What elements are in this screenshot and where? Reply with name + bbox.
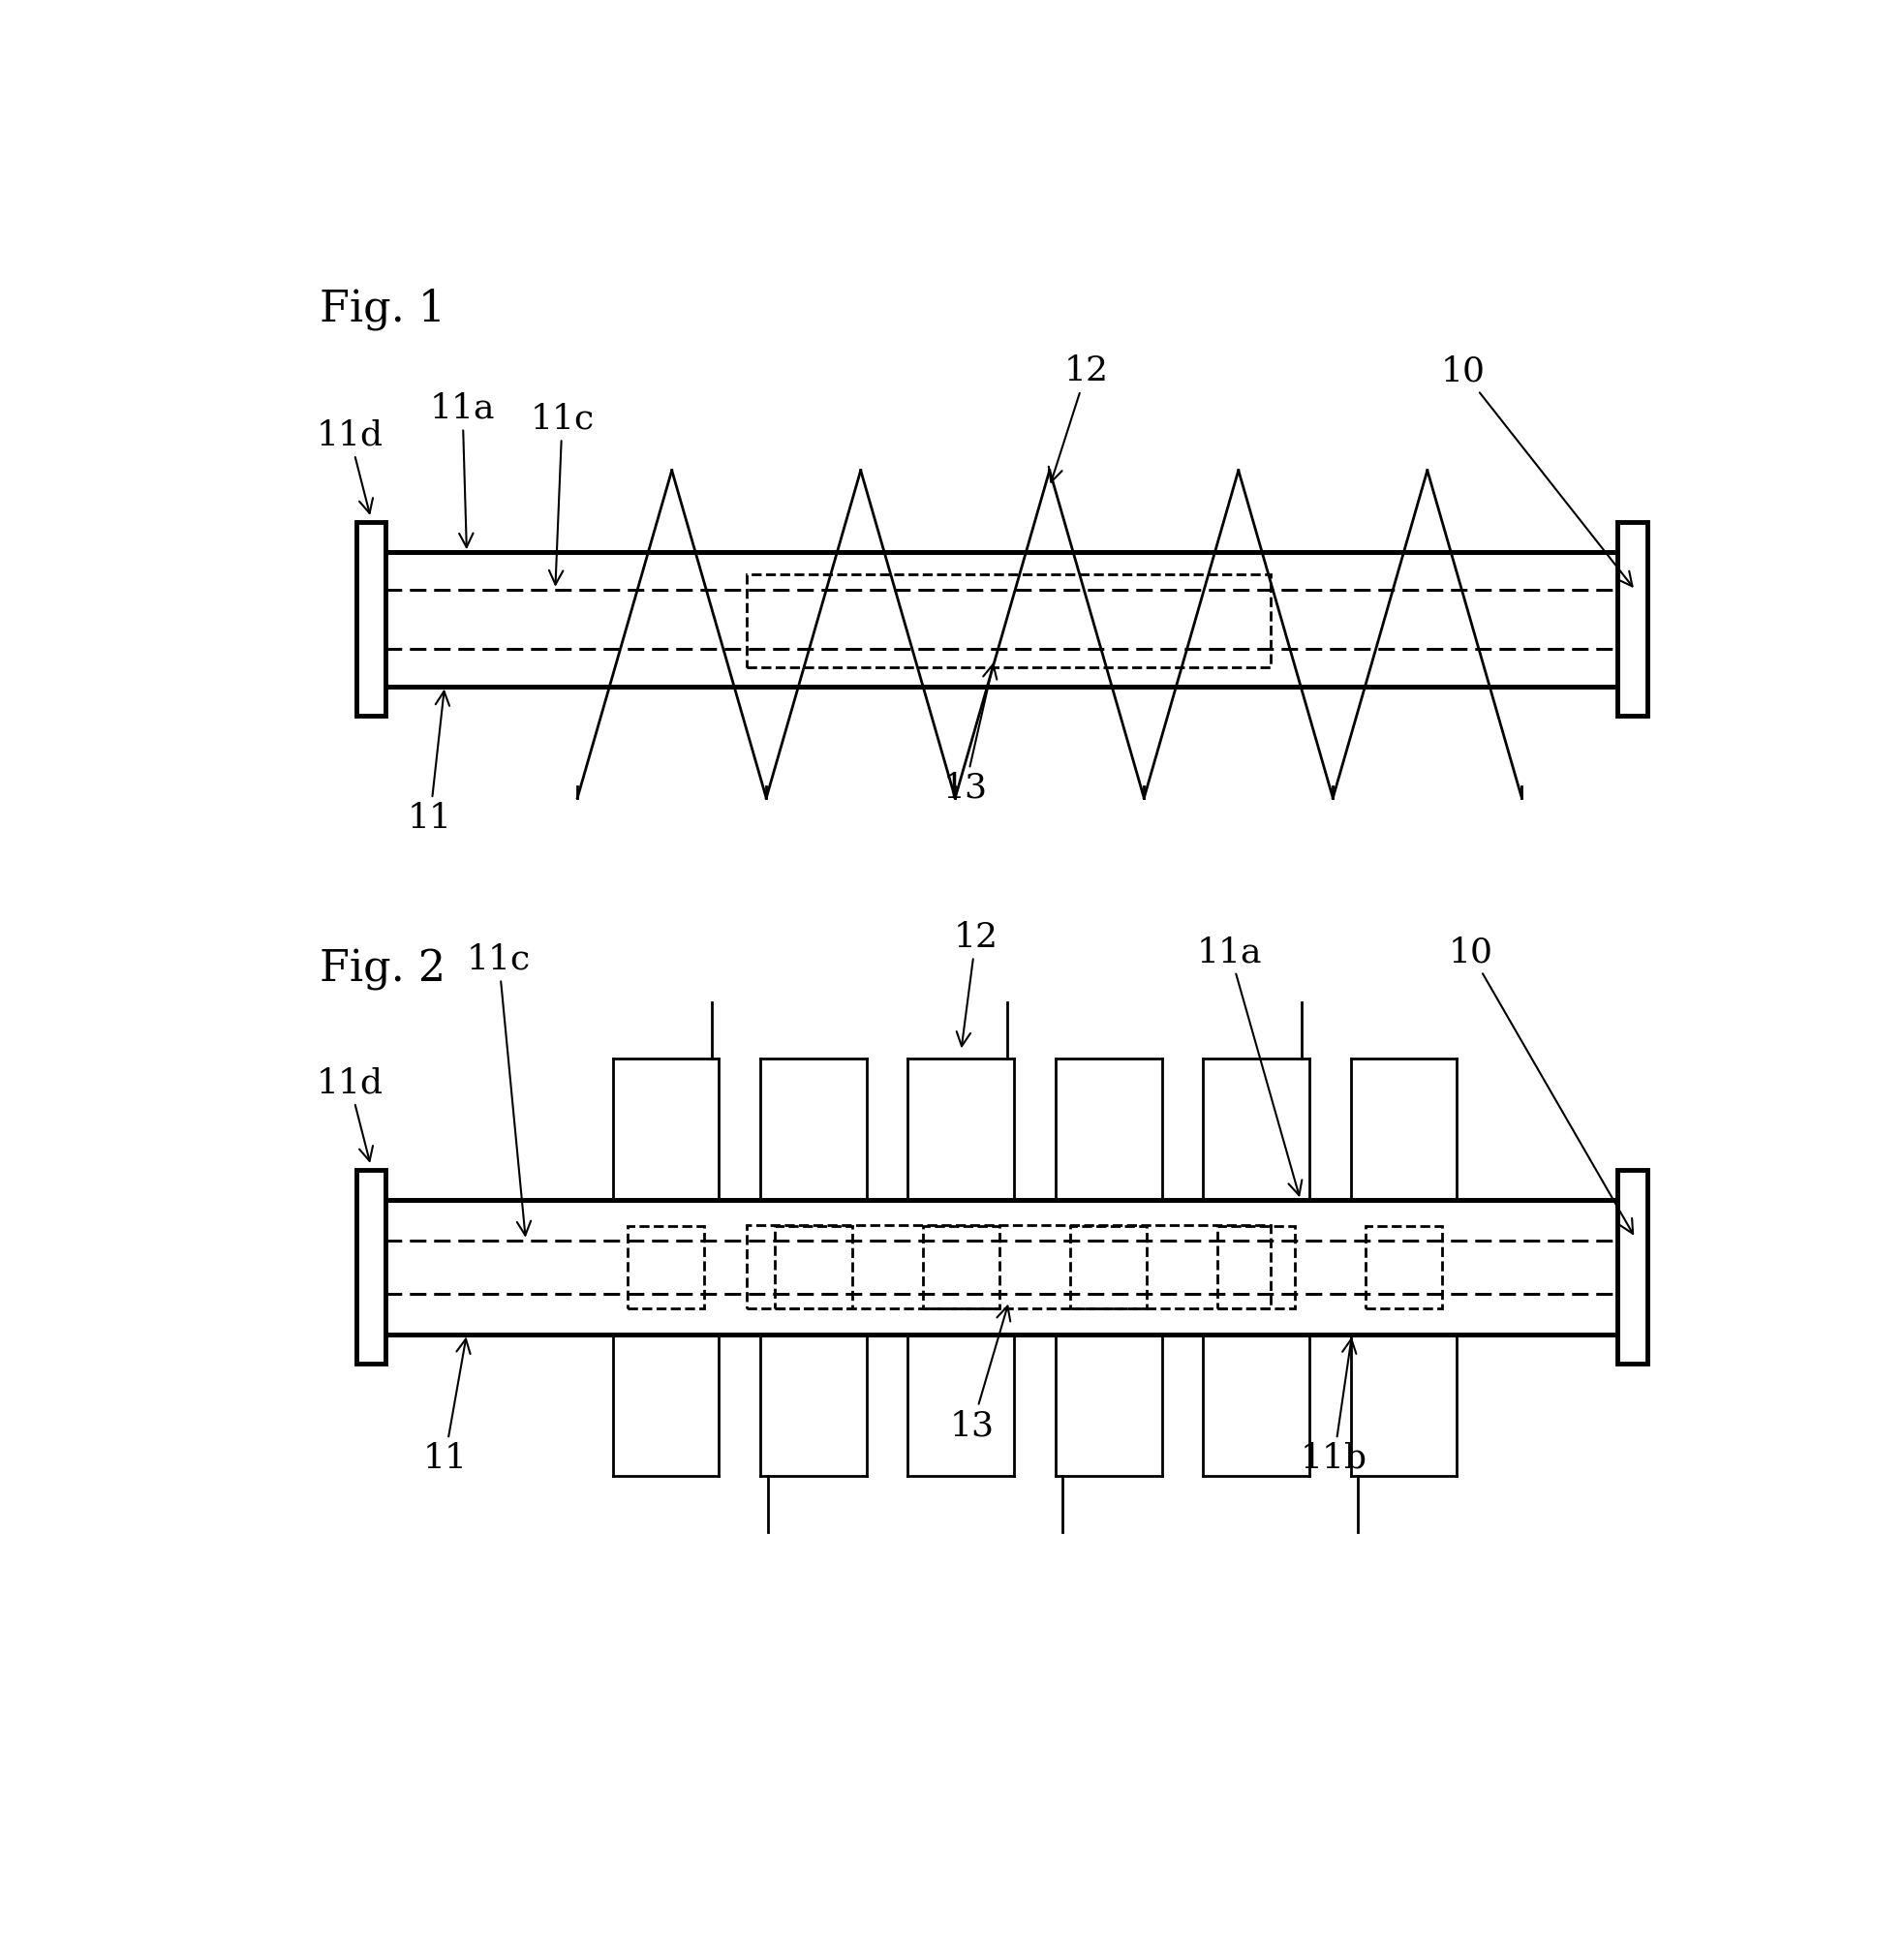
Text: 10: 10 — [1441, 354, 1632, 586]
Bar — [1618, 522, 1647, 716]
Text: 11c: 11c — [466, 944, 531, 1236]
Text: 11d: 11d — [316, 1068, 383, 1160]
Bar — [1618, 1170, 1647, 1363]
Text: 11: 11 — [407, 690, 453, 835]
Text: 11b: 11b — [1300, 1338, 1367, 1476]
Text: 11a: 11a — [430, 393, 495, 547]
Text: Fig. 1: Fig. 1 — [320, 288, 446, 331]
Bar — [1219, 1226, 1295, 1307]
Text: Fig. 2: Fig. 2 — [320, 948, 446, 990]
Bar — [356, 1170, 385, 1363]
Bar — [746, 574, 1272, 667]
Text: 11: 11 — [423, 1338, 470, 1476]
Text: 13: 13 — [950, 1305, 1011, 1443]
Bar — [1070, 1226, 1146, 1307]
Bar — [628, 1226, 704, 1307]
Bar — [775, 1226, 851, 1307]
Text: 11c: 11c — [529, 402, 594, 584]
Text: 10: 10 — [1447, 936, 1634, 1234]
Bar — [356, 522, 385, 716]
Bar — [923, 1226, 1000, 1307]
Text: 11a: 11a — [1198, 936, 1302, 1195]
Bar — [746, 1226, 1272, 1309]
Text: 12: 12 — [954, 921, 998, 1046]
Text: 13: 13 — [942, 663, 998, 805]
Bar — [1365, 1226, 1441, 1307]
Text: 11d: 11d — [316, 420, 383, 513]
Text: 12: 12 — [1049, 354, 1108, 482]
